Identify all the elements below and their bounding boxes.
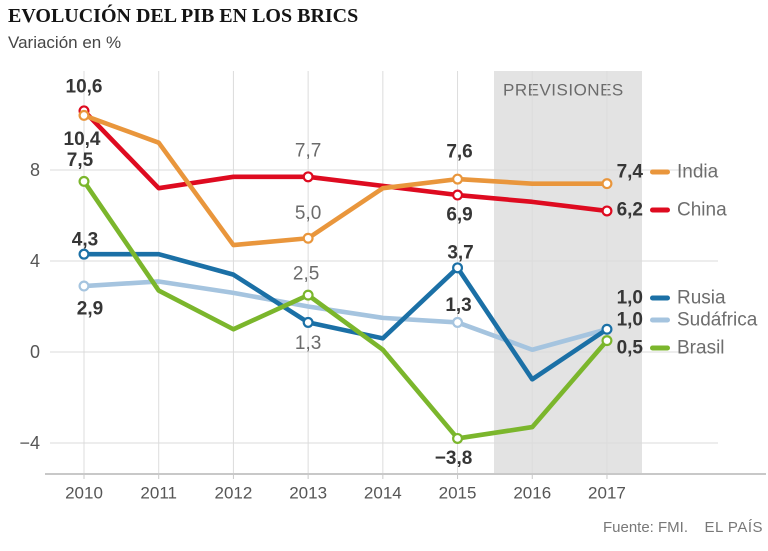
data-point-brasil-2013 xyxy=(302,289,314,301)
data-point-brasil-2017 xyxy=(601,335,613,347)
x-axis-tick-label: 2016 xyxy=(513,484,551,503)
point-label-brasil-2015: −3,8 xyxy=(435,448,473,469)
data-point-india-2017 xyxy=(601,178,613,190)
point-label-brasil-2010: 7,5 xyxy=(67,150,94,171)
forecast-band-label: PREVISIONES xyxy=(503,81,624,100)
legend-label-sudafrica: Sudáfrica xyxy=(677,310,758,331)
point-label-sudafrica-2010: 2,9 xyxy=(77,299,103,320)
point-label-china-2013: 7,7 xyxy=(295,140,321,161)
point-label-india-2013: 5,0 xyxy=(295,203,321,224)
series-line-sudafrica xyxy=(81,279,610,353)
data-point-sudafrica-2015 xyxy=(452,316,464,328)
x-axis-tick-label: 2012 xyxy=(215,484,253,503)
y-axis-tick-label: 4 xyxy=(30,251,40,271)
y-axis-tick-label: 8 xyxy=(30,160,40,180)
x-axis-tick-label: 2013 xyxy=(289,484,327,503)
chart-title: EVOLUCIÓN DEL PIB EN LOS BRICS xyxy=(8,5,359,27)
point-label-china-2015: 6,9 xyxy=(446,205,472,226)
forecast-band xyxy=(494,71,642,474)
data-point-china-2015 xyxy=(452,189,464,201)
point-label-india-2015: 7,6 xyxy=(446,142,472,163)
legend-label-india: India xyxy=(677,162,719,183)
series-line-rusia xyxy=(81,251,610,382)
x-axis-tick-label: 2017 xyxy=(588,484,626,503)
data-point-brasil-2015 xyxy=(452,432,464,444)
legend-dash-india xyxy=(650,169,670,175)
legend-dash-china xyxy=(650,207,670,213)
y-axis-tick-label: −4 xyxy=(19,433,40,453)
legend-label-brasil: Brasil xyxy=(677,338,725,359)
x-axis-tick-label: 2010 xyxy=(65,484,103,503)
legend-dash-rusia xyxy=(650,295,670,301)
data-point-rusia-2017 xyxy=(601,323,613,335)
x-axis-tick-label: 2015 xyxy=(439,484,477,503)
x-axis-tick-label: 2014 xyxy=(364,484,402,503)
data-point-sudafrica-2010 xyxy=(78,280,90,292)
point-label-india-2010: 10,4 xyxy=(64,129,101,150)
point-label-sudafrica-2015: 1,3 xyxy=(445,295,471,316)
data-point-brasil-2010 xyxy=(78,175,90,187)
data-point-india-2015 xyxy=(452,173,464,185)
x-axis-tick-label: 2011 xyxy=(140,484,177,503)
brand-label: EL PAÍS xyxy=(704,519,763,536)
legend-value-sudafrica: 1,0 xyxy=(617,310,643,331)
point-label-rusia-2015: 3,7 xyxy=(447,242,473,263)
series-line-china xyxy=(81,108,610,214)
data-point-china-2013 xyxy=(302,171,314,183)
data-point-rusia-2015 xyxy=(452,262,464,274)
data-point-china-2017 xyxy=(601,205,613,217)
data-point-rusia-2013 xyxy=(302,316,314,328)
source-label: Fuente: FMI. xyxy=(602,519,688,536)
legend-label-china: China xyxy=(677,200,727,221)
legend-value-brasil: 0,5 xyxy=(617,338,644,359)
chart-subtitle: Variación en % xyxy=(8,33,122,52)
legend-value-rusia: 1,0 xyxy=(617,288,643,309)
legend-value-china: 6,2 xyxy=(617,200,643,221)
series-line-brasil xyxy=(81,179,610,441)
point-label-rusia-2013: 1,3 xyxy=(295,333,321,354)
point-label-rusia-2010: 4,3 xyxy=(72,230,98,251)
data-point-india-2013 xyxy=(302,232,314,244)
point-label-china-2010: 10,6 xyxy=(66,76,103,97)
point-label-brasil-2013: 2,5 xyxy=(293,264,319,285)
y-axis-tick-label: 0 xyxy=(30,342,40,362)
data-point-rusia-2010 xyxy=(78,248,90,260)
series-line-india xyxy=(81,113,610,248)
legend-label-rusia: Rusia xyxy=(677,288,726,309)
legend-dash-brasil xyxy=(650,345,670,351)
data-point-india-2010 xyxy=(78,109,90,121)
legend-value-india: 7,4 xyxy=(617,162,644,183)
legend-dash-sudafrica xyxy=(650,317,670,323)
